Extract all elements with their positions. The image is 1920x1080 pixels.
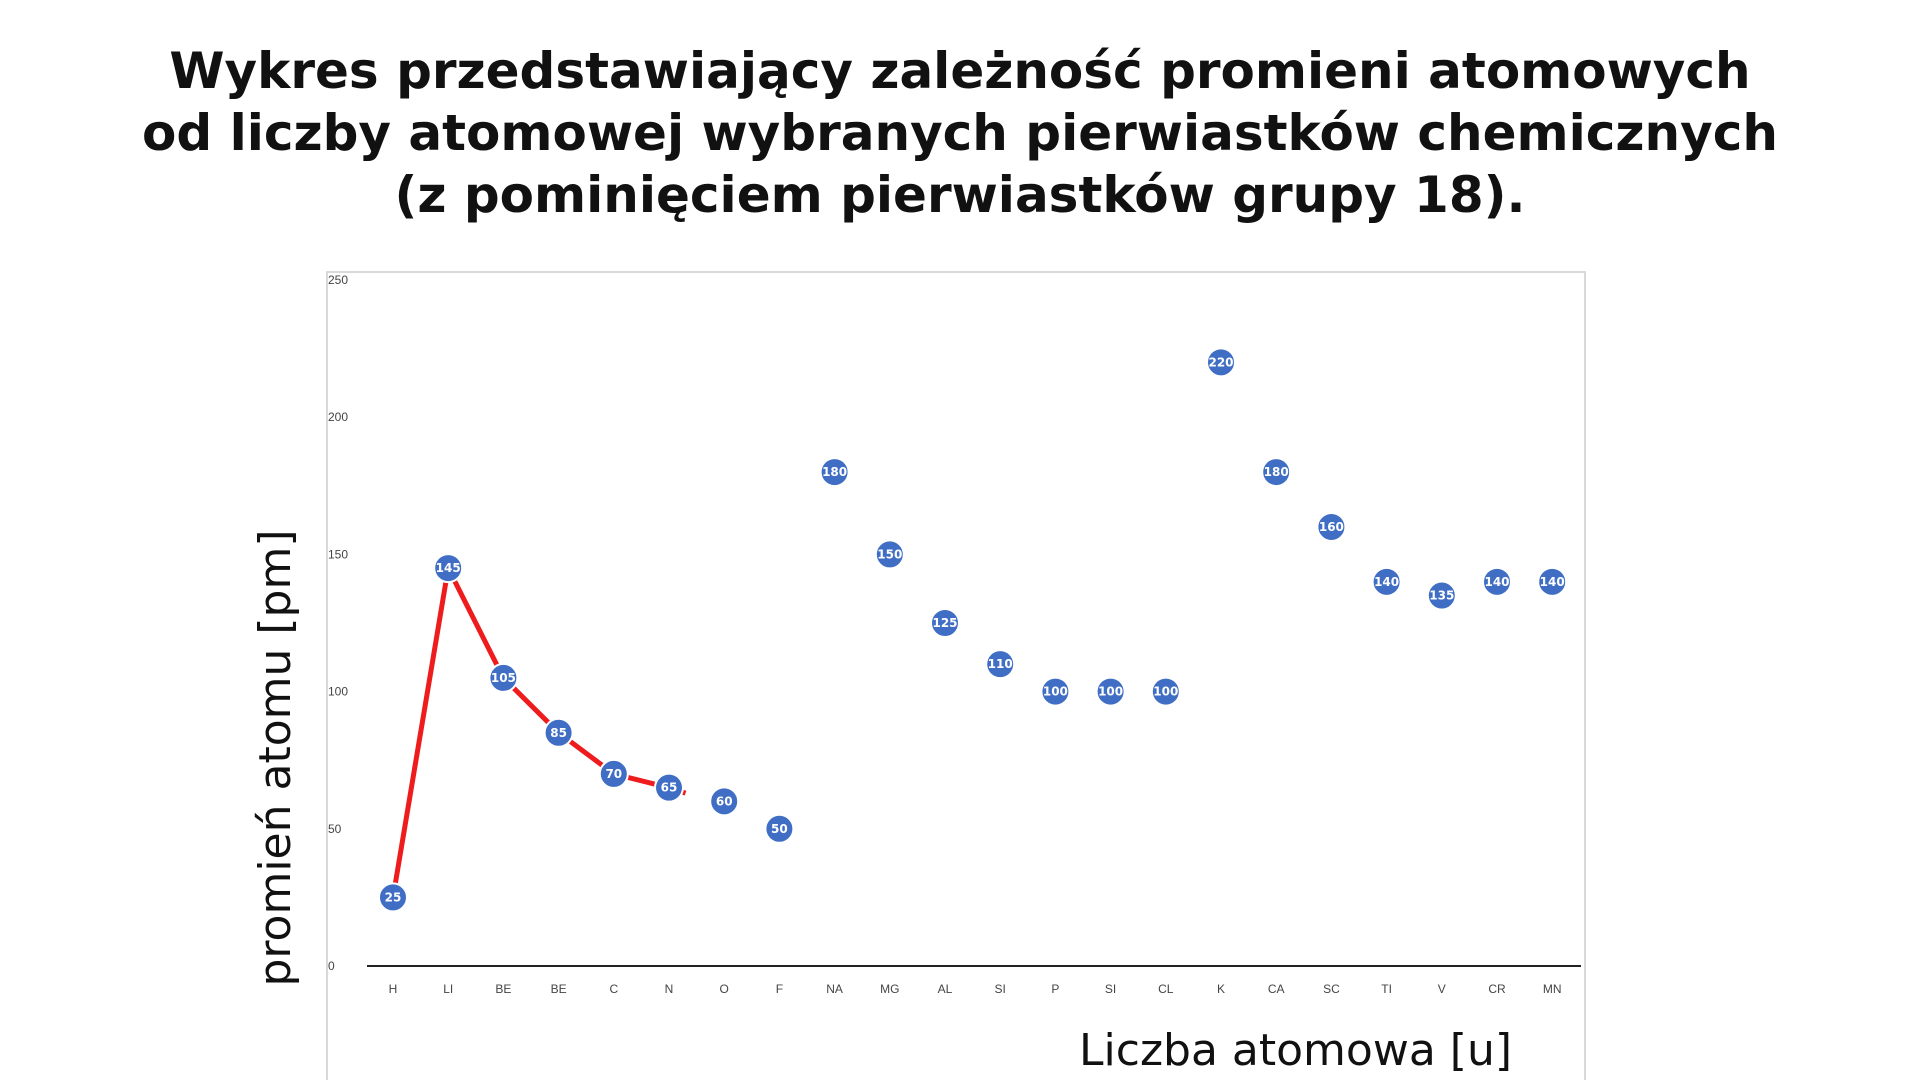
- data-point: [1371, 566, 1402, 597]
- data-label: 85: [550, 726, 567, 740]
- data-point: [598, 758, 629, 789]
- x-tick-label: BE: [495, 982, 511, 996]
- y-tick-label: 0: [328, 959, 335, 973]
- x-tick-label: H: [389, 982, 398, 996]
- x-tick-label: LI: [443, 982, 453, 996]
- x-tick-label: CA: [1268, 982, 1285, 996]
- data-point: [1206, 347, 1236, 378]
- data-label: 145: [436, 561, 461, 575]
- data-point: [543, 717, 574, 748]
- data-label: 50: [771, 822, 788, 836]
- data-point: [1095, 676, 1126, 707]
- data-point: [378, 882, 408, 913]
- data-label: 140: [1374, 575, 1399, 589]
- data-point: [1040, 676, 1071, 707]
- x-tick-label: F: [776, 982, 783, 996]
- data-label: 140: [1484, 575, 1509, 589]
- data-point: [1261, 457, 1292, 488]
- data-label: 135: [1429, 589, 1454, 603]
- data-label: 100: [1153, 685, 1178, 699]
- y-tick-label: 150: [328, 547, 348, 561]
- x-tick-label: SI: [995, 982, 1006, 996]
- chart-title: Wykres przedstawiający zależność promien…: [0, 40, 1920, 226]
- y-axis-title: promień atomu [pm]: [250, 530, 301, 987]
- data-point: [985, 649, 1016, 680]
- x-tick-label: CL: [1158, 982, 1174, 996]
- data-label: 60: [716, 794, 733, 808]
- data-point: [819, 457, 850, 488]
- x-tick-label: TI: [1381, 982, 1392, 996]
- x-tick-label: SI: [1105, 982, 1116, 996]
- data-point: [488, 662, 519, 693]
- y-tick-label: 50: [328, 822, 342, 836]
- x-tick-label: K: [1217, 982, 1225, 996]
- data-label: 65: [661, 781, 678, 795]
- data-label: 110: [988, 657, 1013, 671]
- data-label: 180: [1264, 465, 1289, 479]
- data-label: 140: [1540, 575, 1565, 589]
- x-tick-label: BE: [551, 982, 567, 996]
- data-point: [654, 772, 684, 803]
- x-tick-label: AL: [938, 982, 953, 996]
- data-point: [1537, 566, 1568, 597]
- x-axis-title: Liczba atomowa [u]: [1079, 1025, 1512, 1076]
- x-tick-label: NA: [826, 982, 843, 996]
- chart-title-line-3: (z pominięciem pierwiastków grupy 18).: [394, 166, 1526, 224]
- data-point: [1482, 566, 1512, 597]
- data-label: 125: [932, 616, 957, 630]
- x-tick-label: MG: [880, 982, 899, 996]
- data-label: 180: [822, 465, 847, 479]
- data-point: [1426, 580, 1457, 611]
- data-label: 160: [1319, 520, 1344, 534]
- data-label: 25: [385, 890, 402, 904]
- data-point: [709, 786, 740, 817]
- data-label: 70: [605, 767, 622, 781]
- data-points: 25 145 105 85 70 65 60 50 180 150 125 110 100 100 100 2…: [378, 347, 1568, 913]
- x-tick-label: N: [665, 982, 674, 996]
- data-label: 100: [1043, 685, 1068, 699]
- x-tick-label: V: [1438, 982, 1446, 996]
- chart-title-line-2: od liczby atomowej wybranych pierwiastkó…: [142, 104, 1778, 162]
- x-tick-label: O: [720, 982, 729, 996]
- data-point: [930, 608, 960, 638]
- data-point: [1316, 511, 1347, 542]
- data-point: [1150, 676, 1181, 707]
- data-label: 150: [877, 547, 902, 561]
- x-tick-label: MN: [1543, 982, 1562, 996]
- y-tick-label: 100: [328, 685, 348, 699]
- chart-title-line-1: Wykres przedstawiający zależność promien…: [169, 42, 1751, 100]
- y-tick-label: 200: [328, 410, 348, 424]
- x-tick-label: SC: [1323, 982, 1340, 996]
- data-point: [764, 813, 795, 844]
- data-label: 105: [491, 671, 516, 685]
- data-label: 220: [1208, 355, 1233, 369]
- chart-frame: [326, 271, 1586, 1080]
- data-label: 100: [1098, 685, 1123, 699]
- x-axis-ticks: H LI BE BE C N O F NA MG AL SI P SI CL K CA SC TI V CR MN: [389, 982, 1562, 996]
- x-tick-label: C: [609, 982, 618, 996]
- data-point: [433, 553, 464, 584]
- x-tick-label: CR: [1488, 982, 1506, 996]
- y-axis-ticks: 0 50 100 150 200 250: [328, 273, 348, 973]
- y-tick-label: 250: [328, 273, 348, 287]
- x-tick-label: P: [1051, 982, 1059, 996]
- data-point: [874, 539, 905, 570]
